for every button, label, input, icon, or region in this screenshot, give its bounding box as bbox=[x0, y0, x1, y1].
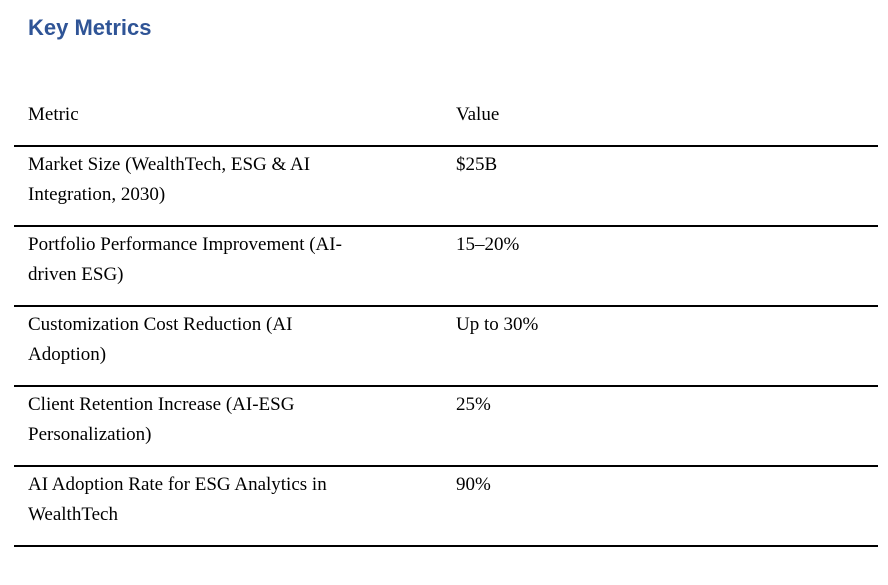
table-body: Market Size (WealthTech, ESG & AI Integr… bbox=[14, 146, 878, 546]
table-row: AI Adoption Rate for ESG Analytics in We… bbox=[14, 466, 878, 546]
metric-text-line: driven ESG) bbox=[28, 264, 124, 285]
metric-text-line: Adoption) bbox=[28, 344, 107, 365]
table-header: Metric Value bbox=[14, 95, 878, 146]
table-row: Portfolio Performance Improvement (AI- d… bbox=[14, 226, 878, 306]
metric-cell: Customization Cost Reduction (AI Adoptio… bbox=[14, 306, 442, 386]
metric-cell: Client Retention Increase (AI-ESG Person… bbox=[14, 386, 442, 466]
key-metrics-table: Metric Value Market Size (WealthTech, ES… bbox=[14, 95, 878, 547]
value-cell: 15–20% bbox=[456, 234, 520, 255]
table-row: Customization Cost Reduction (AI Adoptio… bbox=[14, 306, 878, 386]
metric-text-line: Market Size (WealthTech, ESG & AI bbox=[28, 154, 311, 175]
table-header-row: Metric Value bbox=[14, 95, 878, 146]
metric-text-line: Integration, 2030) bbox=[28, 184, 166, 205]
metric-cell: Market Size (WealthTech, ESG & AI Integr… bbox=[14, 146, 442, 226]
value-cell: Up to 30% bbox=[456, 314, 539, 335]
metric-text-line: Customization Cost Reduction (AI bbox=[28, 314, 293, 335]
column-header-value: Value bbox=[456, 104, 500, 125]
table-row: Client Retention Increase (AI-ESG Person… bbox=[14, 386, 878, 466]
value-cell: 90% bbox=[456, 474, 491, 495]
metric-text-line: Portfolio Performance Improvement (AI- bbox=[28, 234, 342, 255]
column-header-metric: Metric bbox=[28, 104, 79, 125]
metric-cell: Portfolio Performance Improvement (AI- d… bbox=[14, 226, 442, 306]
metric-text-line: AI Adoption Rate for ESG Analytics in bbox=[28, 474, 327, 495]
metric-cell: AI Adoption Rate for ESG Analytics in We… bbox=[14, 466, 442, 546]
value-cell: 25% bbox=[456, 394, 491, 415]
table-row: Market Size (WealthTech, ESG & AI Integr… bbox=[14, 146, 878, 226]
value-cell: $25B bbox=[456, 154, 498, 175]
metric-text-line: Client Retention Increase (AI-ESG bbox=[28, 394, 295, 415]
page-title: Key Metrics bbox=[28, 15, 152, 40]
metric-text-line: Personalization) bbox=[28, 424, 152, 445]
metric-text-line: WealthTech bbox=[28, 504, 118, 525]
